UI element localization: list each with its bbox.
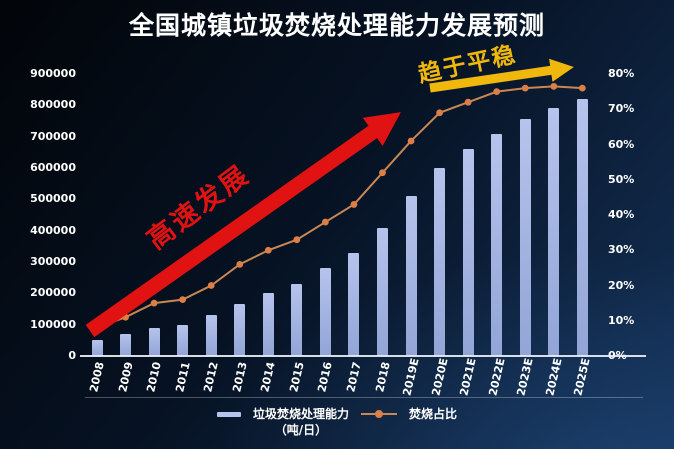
chart-title: 全国城镇垃圾焚烧处理能力发展预测 bbox=[128, 11, 545, 40]
legend-line-swatch bbox=[361, 406, 397, 422]
x-axis-line bbox=[80, 354, 646, 357]
line-data-point bbox=[179, 296, 187, 303]
bar bbox=[519, 119, 531, 356]
y-axis-left-label: 300000 bbox=[30, 255, 76, 268]
legend-bar-label: 垃圾焚烧处理能力 bbox=[252, 407, 349, 421]
line-data-point bbox=[93, 324, 101, 332]
bar bbox=[434, 168, 446, 356]
x-axis-label: 2016 bbox=[315, 360, 336, 394]
x-axis-label: 2009 bbox=[115, 360, 136, 394]
x-axis-label: 2024E bbox=[543, 356, 565, 398]
y-axis-left-label: 400000 bbox=[30, 223, 76, 237]
y-axis-left-label: 0 bbox=[68, 349, 76, 362]
y-axis-right-label: 40% bbox=[608, 208, 635, 221]
line-data-point bbox=[436, 109, 443, 117]
line-data-point bbox=[493, 88, 501, 96]
x-axis-label: 2025E bbox=[571, 356, 593, 398]
line-data-point bbox=[264, 246, 272, 254]
line-data-point bbox=[322, 218, 329, 226]
bar bbox=[291, 283, 303, 356]
legend-bar-label-block: 垃圾焚烧处理能力 （吨/日） bbox=[253, 406, 349, 438]
x-axis-label: 2022E bbox=[486, 356, 508, 398]
y-axis-left-label: 700000 bbox=[30, 129, 76, 143]
legend-bar-swatch bbox=[216, 412, 241, 417]
bar bbox=[120, 334, 132, 356]
bar bbox=[377, 227, 388, 356]
bar bbox=[91, 340, 103, 356]
y-axis-left-label: 100000 bbox=[30, 317, 76, 331]
y-axis-left-label: 800000 bbox=[30, 98, 76, 112]
legend-bar-unit: （吨/日） bbox=[274, 423, 328, 437]
bar bbox=[262, 293, 274, 356]
bar bbox=[405, 196, 417, 356]
legend-divider bbox=[85, 397, 643, 398]
growth-annotation: 高速发展 bbox=[141, 158, 257, 256]
x-axis-label: 2014 bbox=[258, 360, 279, 394]
line-data-point bbox=[236, 260, 244, 268]
bar bbox=[205, 315, 217, 356]
x-axis-label: 2008 bbox=[87, 360, 107, 394]
bar bbox=[462, 149, 474, 356]
bar bbox=[319, 268, 331, 356]
line-data-point bbox=[150, 299, 158, 307]
y-axis-right-label: 70% bbox=[608, 102, 635, 116]
bar bbox=[234, 304, 246, 356]
x-axis-label: 2017 bbox=[344, 360, 364, 394]
line-data-point bbox=[122, 313, 129, 321]
y-axis-right-label: 50% bbox=[608, 172, 635, 186]
x-axis-label: 2020E bbox=[428, 356, 451, 398]
line-data-point bbox=[407, 137, 415, 145]
y-axis-right-label: 20% bbox=[608, 278, 635, 292]
y-axis-right-label: 10% bbox=[608, 313, 635, 327]
bar bbox=[548, 108, 560, 356]
legend-line-label: 焚烧占比 bbox=[409, 407, 458, 421]
bar bbox=[491, 133, 503, 356]
y-axis-right-label: 30% bbox=[608, 243, 635, 257]
line-data-point bbox=[350, 201, 358, 208]
line-data-point bbox=[464, 98, 472, 106]
x-axis-label: 2019E bbox=[400, 356, 422, 398]
growth-arrow bbox=[85, 112, 401, 338]
x-axis-label: 2018 bbox=[372, 360, 393, 394]
x-axis-label: 2011 bbox=[172, 360, 193, 394]
x-axis-label: 2015 bbox=[287, 360, 307, 394]
line-data-point bbox=[379, 169, 386, 177]
x-axis-label: 2023E bbox=[514, 356, 536, 398]
y-axis-left-label: 900000 bbox=[30, 67, 76, 80]
line-data-point bbox=[578, 84, 586, 92]
bar bbox=[348, 252, 360, 356]
legend: 垃圾焚烧处理能力 （吨/日） 焚烧占比 bbox=[216, 406, 458, 438]
line-data-point bbox=[293, 236, 301, 244]
x-axis-label: 2021E bbox=[457, 356, 479, 398]
bar bbox=[148, 327, 160, 356]
y-axis-left-label: 600000 bbox=[30, 161, 76, 174]
line-data-point bbox=[550, 82, 558, 90]
y-axis-left-label: 200000 bbox=[30, 286, 76, 300]
bar bbox=[576, 99, 588, 356]
bar bbox=[177, 324, 189, 356]
y-axis-right-label: 80% bbox=[608, 67, 635, 80]
x-axis-label: 2010 bbox=[144, 360, 164, 394]
stable-annotation: 趋于平稳 bbox=[416, 41, 520, 89]
line-data-point bbox=[521, 84, 529, 92]
line-data-point bbox=[207, 282, 215, 289]
y-axis-right-label: 60% bbox=[608, 137, 635, 151]
y-axis-left-label: 500000 bbox=[30, 192, 76, 206]
x-axis-label: 2013 bbox=[229, 360, 250, 394]
x-axis-label: 2012 bbox=[201, 360, 221, 394]
